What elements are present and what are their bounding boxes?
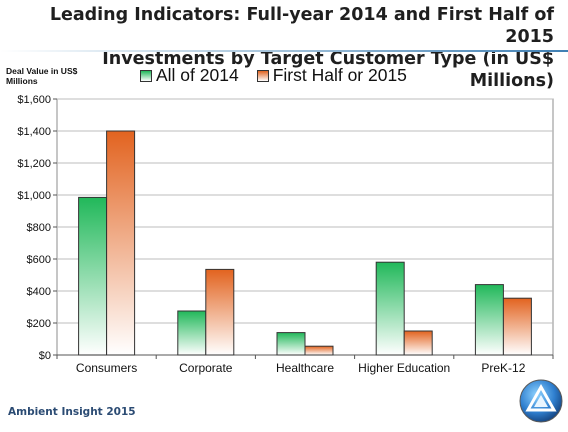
- bar-2014: [474, 284, 504, 356]
- chart-title: Leading Indicators: Full-year 2014 and F…: [14, 4, 554, 92]
- x-tick-label: Healthcare: [276, 361, 334, 375]
- bar-2014: [276, 332, 306, 356]
- bar-h1-2015: [304, 345, 334, 356]
- y-tick-label: $400: [27, 286, 51, 298]
- legend: All of 2014 First Half or 2015: [140, 65, 425, 86]
- y-tick-label: $800: [27, 222, 51, 234]
- y-tick-label: $1,200: [17, 158, 51, 170]
- bar-h1-2015: [502, 297, 532, 356]
- x-tick-label: Higher Education: [358, 361, 450, 375]
- x-tick-label: PreK-12: [481, 361, 525, 375]
- bar-2014: [375, 261, 405, 356]
- bar-h1-2015: [403, 330, 433, 356]
- footer-credit: Ambient Insight 2015: [8, 406, 136, 418]
- title-line-2: Investments by Target Customer Type (in …: [102, 49, 554, 91]
- y-tick-label: $600: [27, 254, 51, 266]
- legend-item-2015: First Half or 2015: [256, 65, 407, 86]
- bar-h1-2015: [205, 268, 235, 356]
- y-tick-label: $1,000: [17, 190, 51, 202]
- bar-h1-2015: [106, 130, 136, 356]
- y-tick-label: $0: [39, 350, 51, 362]
- legend-item-2014: All of 2014: [140, 65, 239, 86]
- y-tick-label: $1,400: [17, 126, 51, 138]
- x-tick-label: Corporate: [179, 361, 233, 375]
- title-line-1: Leading Indicators: Full-year 2014 and F…: [49, 5, 554, 47]
- y-axis-label: Deal Value in US$ Millions: [6, 66, 78, 86]
- bar-2014: [78, 196, 108, 356]
- legend-label-2014: All of 2014: [156, 65, 239, 85]
- ambient-insight-logo: [519, 379, 563, 423]
- legend-label-2015: First Half or 2015: [272, 65, 407, 85]
- legend-swatch-2014: [140, 69, 152, 82]
- title-divider: [0, 50, 568, 52]
- y-tick-label: $200: [27, 318, 51, 330]
- y-tick-label: $1,600: [17, 94, 51, 106]
- bar-2014: [177, 310, 207, 356]
- legend-swatch-2015: [256, 69, 269, 82]
- x-tick-label: Consumers: [76, 361, 137, 375]
